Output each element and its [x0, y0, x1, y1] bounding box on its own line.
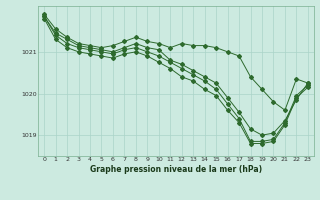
X-axis label: Graphe pression niveau de la mer (hPa): Graphe pression niveau de la mer (hPa) [90, 165, 262, 174]
